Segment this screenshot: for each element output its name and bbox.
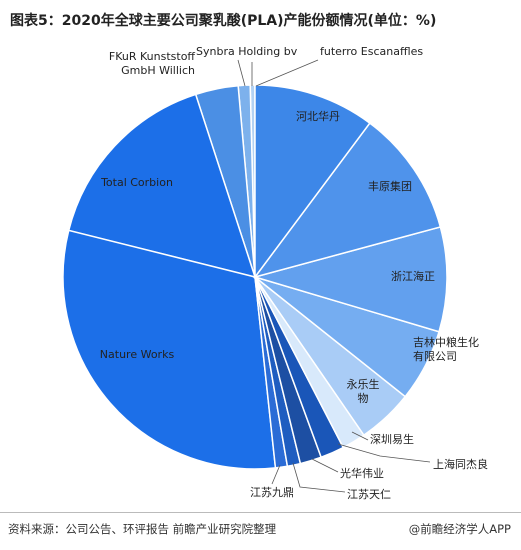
leader-line: [292, 462, 346, 493]
slice-label: Total Corbion: [101, 176, 173, 189]
slice-label: 深圳易生: [370, 433, 414, 446]
divider: [0, 512, 521, 513]
pie-slice: [62, 229, 277, 470]
slice-label: 河北华丹: [296, 110, 340, 123]
leader-lines: [237, 59, 431, 493]
slice-label: futerro Escanaffles: [320, 45, 424, 58]
leader-line: [271, 464, 281, 485]
pie-slice: [253, 122, 442, 279]
leader-line: [351, 431, 369, 441]
slice-label: FKuR Kunststoff GmbH Willich: [108, 50, 195, 77]
leader-line: [237, 59, 246, 87]
slice-label: 丰原集团: [368, 180, 412, 193]
slice-label: 浙江海正: [391, 270, 435, 283]
chart-title: 图表5：2020年全球主要公司聚乳酸(PLA)产能份额情况(单位：%): [10, 13, 437, 29]
pie-slice: [254, 84, 371, 280]
source: 资料来源：公司公告、环评报告 前瞻产业研究院整理: [8, 522, 277, 536]
credit: @前瞻经济学人APP: [408, 522, 511, 536]
leader-line: [337, 443, 431, 463]
slice-label: 江苏天仁: [347, 488, 391, 501]
slice-label: Nature Works: [99, 348, 175, 361]
slice-label: 上海同杰良: [433, 458, 488, 471]
slice-label: 吉林中粮生化有限公司: [413, 336, 479, 363]
slice-label: 永乐生物: [346, 378, 380, 405]
leader-line: [311, 458, 339, 473]
slice-label: 江苏九鼎: [250, 486, 294, 499]
leader-line: [255, 59, 319, 87]
pie-slice: [67, 93, 257, 279]
pie-slice: [252, 225, 448, 333]
slice-label: Synbra Holding bv: [196, 45, 298, 58]
slice-label: 光华伟业: [340, 467, 384, 480]
